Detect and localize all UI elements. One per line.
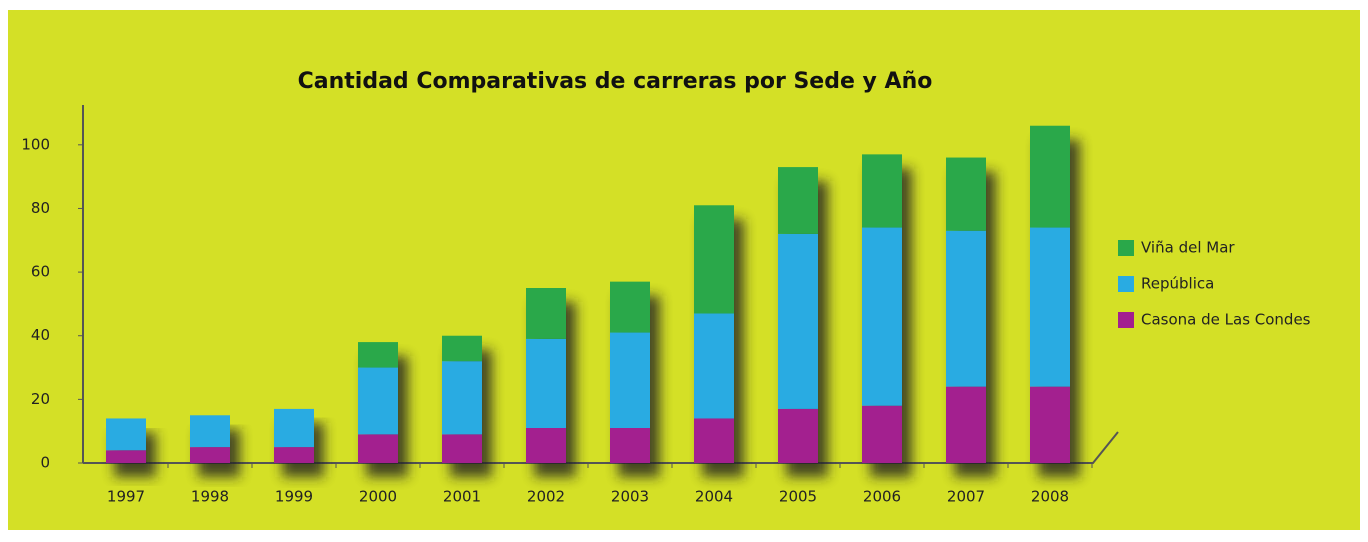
x-tick-label: 1998 — [191, 488, 229, 506]
bar — [862, 154, 902, 228]
bar — [610, 281, 650, 333]
y-tick-label: 20 — [31, 390, 50, 408]
bar — [106, 450, 146, 463]
chart-title: Cantidad Comparativas de carreras por Se… — [298, 69, 933, 94]
bar — [1030, 125, 1070, 228]
bar — [1030, 227, 1070, 387]
legend-label: Casona de Las Condes — [1141, 311, 1311, 329]
legend-swatch — [1118, 312, 1134, 328]
bar — [694, 313, 734, 419]
bar — [694, 418, 734, 463]
y-tick-label: 100 — [21, 135, 50, 153]
bar — [358, 342, 398, 368]
y-tick-label: 80 — [31, 199, 50, 217]
bar — [358, 434, 398, 463]
x-tick-label: 2000 — [359, 488, 397, 506]
x-tick-label: 2001 — [443, 488, 481, 506]
x-tick-label: 2003 — [611, 488, 649, 506]
bar — [946, 230, 986, 387]
bar — [526, 288, 566, 339]
bar — [274, 408, 314, 448]
bar — [442, 361, 482, 435]
bar — [442, 434, 482, 463]
bar — [778, 408, 818, 463]
bar — [778, 167, 818, 234]
bar — [610, 332, 650, 428]
x-tick-label: 1999 — [275, 488, 313, 506]
legend-swatch — [1118, 276, 1134, 292]
legend-label: Viña del Mar — [1141, 239, 1235, 257]
x-tick-label: 2004 — [695, 488, 733, 506]
bar — [694, 205, 734, 314]
x-tick-label: 2002 — [527, 488, 565, 506]
bar — [190, 415, 230, 448]
legend-label: República — [1141, 275, 1214, 293]
x-tick-label: 1997 — [107, 488, 145, 506]
y-tick-label: 60 — [31, 263, 50, 281]
bar — [106, 418, 146, 451]
x-tick-label: 2005 — [779, 488, 817, 506]
bar — [526, 338, 566, 428]
bar — [946, 386, 986, 463]
bar — [526, 428, 566, 463]
y-tick-label: 40 — [31, 326, 50, 344]
x-tick-label: 2007 — [947, 488, 985, 506]
legend-swatch — [1118, 240, 1134, 256]
y-tick-label: 0 — [40, 454, 50, 472]
bar — [946, 157, 986, 231]
bar — [358, 367, 398, 435]
bar — [274, 447, 314, 463]
bar — [862, 227, 902, 406]
bar — [1030, 386, 1070, 463]
x-tick-label: 2008 — [1031, 488, 1069, 506]
bar — [190, 447, 230, 463]
x-tick-label: 2006 — [863, 488, 901, 506]
bar — [778, 233, 818, 409]
bar — [442, 335, 482, 362]
bar — [862, 405, 902, 463]
bar — [610, 428, 650, 463]
